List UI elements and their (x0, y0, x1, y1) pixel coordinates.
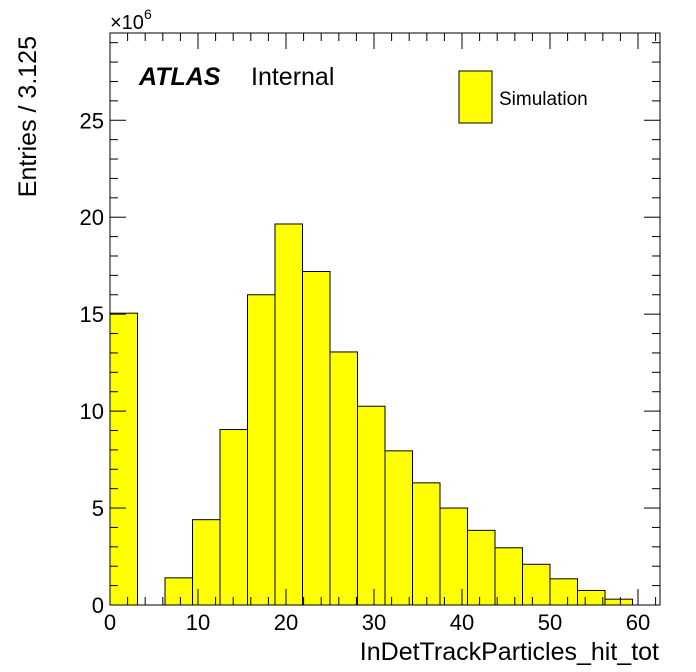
y-tick-label: 15 (80, 302, 104, 327)
y-multiplier-base: ×10 (110, 12, 144, 34)
histogram-bar (522, 563, 551, 606)
x-tick-label: 30 (362, 610, 386, 635)
x-tick-label: 50 (538, 610, 562, 635)
histogram-bar (577, 589, 606, 606)
histogram-bar (302, 270, 331, 606)
histogram-bar (357, 405, 386, 606)
x-tick-label: 60 (626, 610, 650, 635)
histogram-bar (439, 507, 468, 606)
histogram-bar (494, 547, 523, 606)
histogram-bar (549, 578, 578, 606)
y-axis-title: Entries / 3.125 (14, 36, 42, 197)
histogram-bar (384, 450, 413, 606)
internal-label: Internal (251, 63, 334, 91)
legend-label: Simulation (499, 89, 588, 110)
histogram-bar (164, 577, 193, 606)
y-tick-label: 5 (92, 496, 104, 521)
histogram-bar (412, 482, 441, 606)
histogram-bars (109, 223, 633, 606)
y-tick-label: 20 (80, 205, 104, 230)
x-tick-label: 40 (450, 610, 474, 635)
tick-labels: 0 10 20 30 40 50 60 0 5 10 15 20 25 (80, 108, 651, 635)
histogram-bar (192, 519, 221, 606)
y-tick-label: 25 (80, 108, 104, 133)
x-tick-label: 0 (104, 610, 116, 635)
legend-swatch (458, 70, 493, 124)
x-tick-label: 20 (274, 610, 298, 635)
atlas-label: ATLAS (138, 63, 221, 91)
plot-frame (109, 32, 661, 606)
axis-ticks (109, 33, 660, 606)
histogram-bar (329, 351, 358, 606)
histogram-bar (109, 312, 138, 606)
histogram-bar (604, 598, 633, 606)
y-tick-label: 10 (80, 399, 104, 424)
histogram-bar (219, 429, 248, 606)
x-axis-title: InDetTrackParticles_hit_tot (360, 638, 659, 666)
histogram-bar (247, 294, 276, 606)
y-multiplier: ×106 (110, 6, 152, 34)
histogram-bar (274, 223, 303, 606)
y-multiplier-exponent: 6 (144, 6, 152, 22)
histogram-bar (467, 529, 496, 606)
y-tick-label: 0 (92, 593, 104, 618)
x-tick-label: 10 (186, 610, 210, 635)
